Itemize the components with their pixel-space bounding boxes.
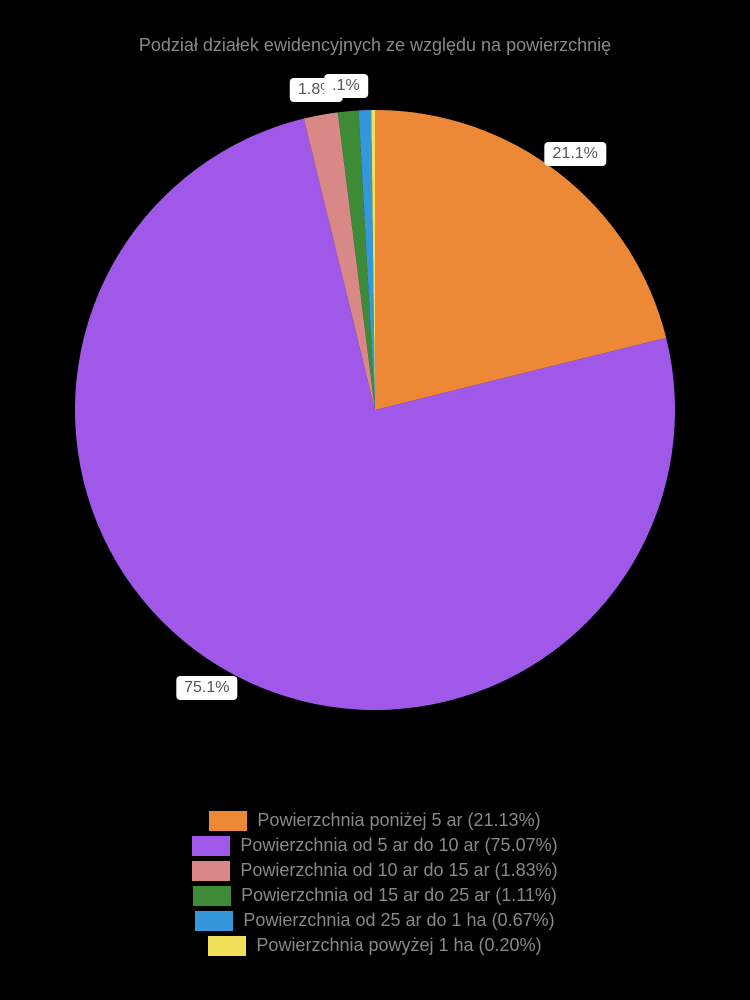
legend-row: Powierzchnia od 25 ar do 1 ha (0.67%) xyxy=(105,910,645,931)
legend-text: Powierzchnia od 10 ar do 15 ar (1.83%) xyxy=(240,860,557,881)
legend-row: Powierzchnia powyżej 1 ha (0.20%) xyxy=(105,935,645,956)
legend-text: Powierzchnia powyżej 1 ha (0.20%) xyxy=(256,935,541,956)
chart-title: Podział działek ewidencyjnych ze względu… xyxy=(0,0,750,56)
legend-swatch xyxy=(192,836,230,856)
legend-row: Powierzchnia od 15 ar do 25 ar (1.11%) xyxy=(105,885,645,906)
legend-swatch xyxy=(192,861,230,881)
slice-label: 75.1% xyxy=(176,676,237,700)
legend-swatch xyxy=(209,811,247,831)
slice-label: .1% xyxy=(324,74,368,98)
legend-text: Powierzchnia od 5 ar do 10 ar (75.07%) xyxy=(240,835,557,856)
legend-swatch xyxy=(195,911,233,931)
pie-svg xyxy=(55,90,695,730)
legend-row: Powierzchnia od 10 ar do 15 ar (1.83%) xyxy=(105,860,645,881)
legend-text: Powierzchnia od 15 ar do 25 ar (1.11%) xyxy=(241,885,557,906)
legend-swatch xyxy=(208,936,246,956)
legend-swatch xyxy=(193,886,231,906)
legend-row: Powierzchnia od 5 ar do 10 ar (75.07%) xyxy=(105,835,645,856)
slice-label: 21.1% xyxy=(545,142,606,166)
pie-area: 21.1%75.1%1.8%.1% xyxy=(55,90,695,730)
legend-text: Powierzchnia od 25 ar do 1 ha (0.67%) xyxy=(243,910,554,931)
legend: Powierzchnia poniżej 5 ar (21.13%) Powier… xyxy=(105,806,645,960)
legend-row: Powierzchnia poniżej 5 ar (21.13%) xyxy=(105,810,645,831)
legend-text: Powierzchnia poniżej 5 ar (21.13%) xyxy=(257,810,540,831)
chart-container: Podział działek ewidencyjnych ze względu… xyxy=(0,0,750,1000)
